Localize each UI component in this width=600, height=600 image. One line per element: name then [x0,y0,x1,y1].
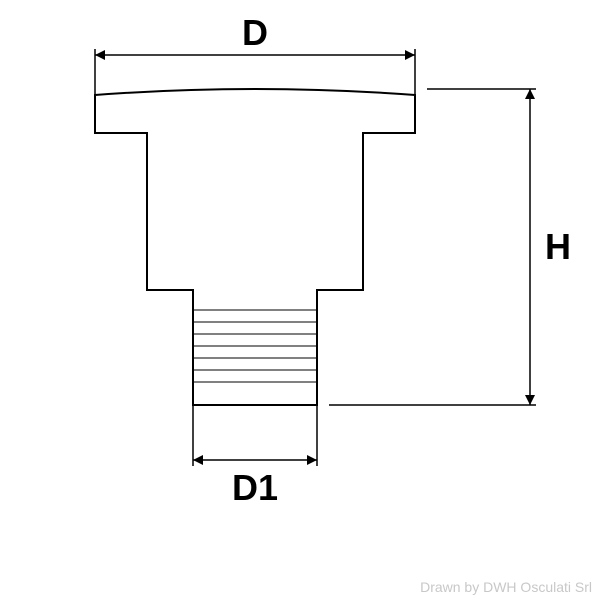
d1-label: D1 [232,467,278,508]
arrowhead [405,50,415,60]
technical-drawing: D D1 H Drawn by DWH Osculati Srl [0,0,600,600]
arrowhead [525,89,535,99]
arrowhead [193,455,203,465]
h-label: H [545,226,571,267]
arrowhead [307,455,317,465]
arrowhead [525,395,535,405]
d-label: D [242,12,268,53]
watermark: Drawn by DWH Osculati Srl [420,579,592,595]
arrowhead [95,50,105,60]
